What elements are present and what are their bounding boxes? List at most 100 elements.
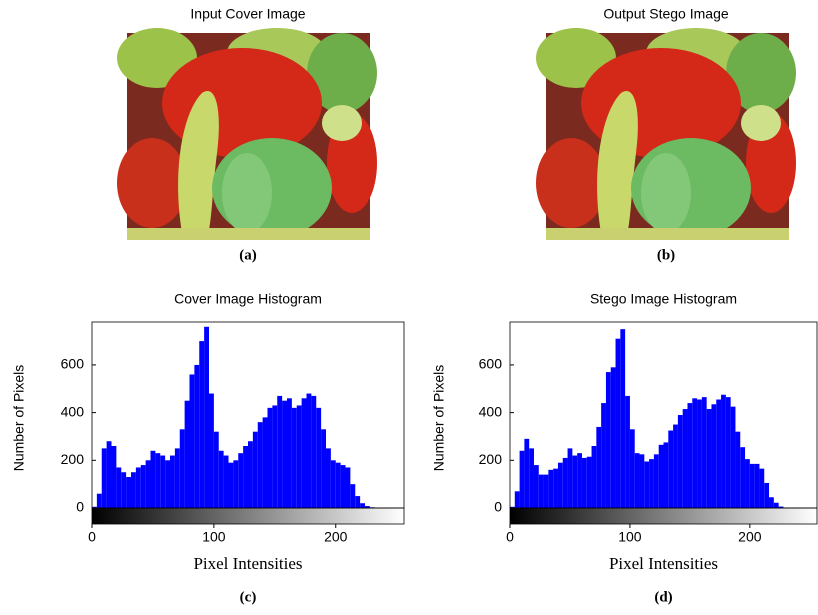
bar xyxy=(306,393,312,508)
bar xyxy=(591,446,597,508)
y-tick-label: 200 xyxy=(61,451,85,467)
x-tick-label: 0 xyxy=(88,529,96,545)
stego-image xyxy=(536,28,796,240)
bar xyxy=(615,338,621,508)
bar xyxy=(150,450,156,508)
bar xyxy=(605,372,611,508)
chart-title: Cover Image Histogram xyxy=(174,291,322,307)
bar xyxy=(610,367,616,508)
bar xyxy=(581,457,587,508)
bar xyxy=(769,497,774,508)
bar xyxy=(179,429,185,508)
bar xyxy=(262,417,268,508)
bar xyxy=(644,461,650,508)
bar xyxy=(233,460,239,508)
bar xyxy=(174,448,180,508)
bar xyxy=(184,400,190,508)
bar xyxy=(629,429,635,508)
bar xyxy=(706,409,712,508)
bar xyxy=(321,429,326,508)
bar xyxy=(311,395,317,508)
bar xyxy=(682,409,688,508)
bar xyxy=(697,399,702,508)
y-tick-label: 400 xyxy=(479,403,503,419)
bar xyxy=(759,468,765,508)
bar xyxy=(282,400,287,508)
bar xyxy=(330,460,336,508)
y-tick-label: 600 xyxy=(61,356,85,372)
bar xyxy=(543,474,549,508)
bar xyxy=(524,438,530,508)
bar xyxy=(533,465,539,508)
bar xyxy=(350,484,356,508)
bar xyxy=(228,462,234,508)
x-tick-label: 200 xyxy=(324,529,348,545)
bar xyxy=(778,506,784,508)
bar xyxy=(92,506,97,508)
x-axis-label: Pixel Intensities xyxy=(609,554,718,573)
bar xyxy=(658,444,664,508)
image-title: Output Stego Image xyxy=(603,6,729,22)
bar xyxy=(735,431,741,508)
bar xyxy=(764,482,770,508)
bar xyxy=(653,454,659,508)
bar xyxy=(213,431,219,508)
bar xyxy=(272,405,278,508)
bar xyxy=(140,465,146,508)
bar xyxy=(745,459,750,508)
bar xyxy=(345,467,351,508)
bar xyxy=(238,453,244,508)
bar xyxy=(596,426,602,508)
bar xyxy=(586,456,592,508)
bar xyxy=(572,455,578,508)
bar xyxy=(243,446,248,508)
axes-box xyxy=(91,321,405,509)
bar xyxy=(326,448,331,508)
x-tick-label: 100 xyxy=(202,529,226,545)
bar xyxy=(620,329,626,508)
caption: (b) xyxy=(657,247,675,263)
caption: (c) xyxy=(240,589,257,605)
bar xyxy=(194,364,200,508)
chart-title: Stego Image Histogram xyxy=(590,291,737,307)
bar xyxy=(340,465,346,508)
bar xyxy=(773,502,779,508)
y-tick-label: 0 xyxy=(76,499,84,515)
bar xyxy=(725,397,731,508)
caption: (a) xyxy=(239,247,257,263)
bar xyxy=(291,407,297,508)
bar xyxy=(730,406,736,508)
bar xyxy=(170,455,175,508)
x-axis-label: Pixel Intensities xyxy=(193,554,302,573)
bar xyxy=(126,477,131,508)
x-tick-label: 200 xyxy=(738,529,762,545)
bar xyxy=(721,394,726,508)
bar xyxy=(111,446,117,508)
bar xyxy=(754,463,760,508)
x-tick-label: 100 xyxy=(618,529,642,545)
bar xyxy=(548,469,554,508)
bar xyxy=(711,404,717,508)
y-tick-label: 200 xyxy=(479,451,503,467)
bar xyxy=(649,459,654,508)
bar xyxy=(199,341,205,508)
bar xyxy=(514,491,520,508)
bar xyxy=(316,407,322,508)
bar xyxy=(267,407,273,508)
histogram-chart: 0 200 400 600 0 100 200 Stego Image Histogram Pi… xyxy=(431,291,818,605)
bar xyxy=(257,422,263,508)
colorbar xyxy=(91,507,405,525)
bar xyxy=(634,453,640,508)
bar xyxy=(553,468,558,508)
bar xyxy=(701,397,707,508)
bar xyxy=(692,398,698,508)
y-tick-label: 600 xyxy=(479,356,503,372)
bar xyxy=(209,393,214,508)
bar xyxy=(577,453,582,508)
bar xyxy=(355,496,361,508)
bar xyxy=(716,399,722,508)
bar xyxy=(287,398,292,508)
bar xyxy=(567,448,573,508)
